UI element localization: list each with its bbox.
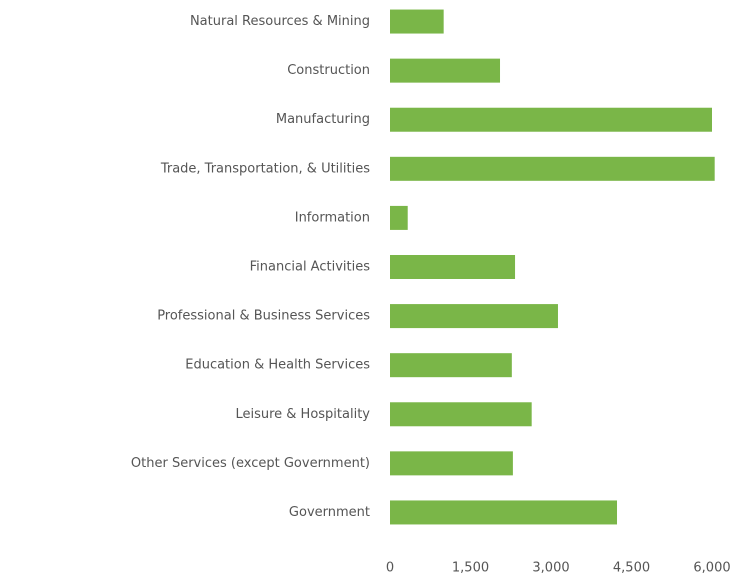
x-tick-label: 1,500 <box>452 561 489 576</box>
bar <box>390 304 558 329</box>
bar <box>390 58 501 83</box>
y-tick-label: Construction <box>287 63 370 78</box>
bar <box>390 451 513 476</box>
y-tick-label: Leisure & Hospitality <box>235 407 370 422</box>
x-tick-label: 0 <box>386 561 394 576</box>
bar <box>390 500 618 525</box>
bar <box>390 255 516 279</box>
y-tick-label: Manufacturing <box>276 112 370 127</box>
y-tick-label: Natural Resources & Mining <box>190 14 370 29</box>
y-tick-label: Financial Activities <box>250 260 371 275</box>
bar <box>390 107 712 132</box>
x-tick-label: 6,000 <box>693 561 730 576</box>
y-tick-label: Government <box>289 505 370 520</box>
bar <box>390 353 512 378</box>
bar <box>390 156 715 181</box>
y-tick-label: Professional & Business Services <box>157 309 370 324</box>
bar <box>390 9 444 34</box>
y-tick-label: Trade, Transportation, & Utilities <box>160 161 370 176</box>
y-tick-label: Information <box>295 210 370 225</box>
bar <box>390 402 532 427</box>
bar <box>390 205 408 230</box>
x-tick-label: 3,000 <box>532 561 569 576</box>
y-tick-label: Other Services (except Government) <box>131 456 370 471</box>
x-tick-label: 4,500 <box>613 561 650 576</box>
y-tick-label: Education & Health Services <box>185 358 370 373</box>
